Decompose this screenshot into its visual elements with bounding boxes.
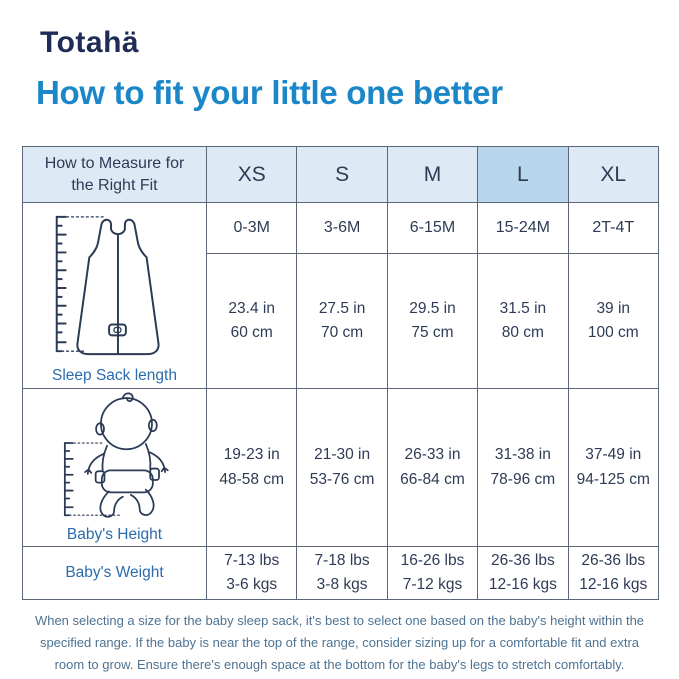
age-l-highlighted: 15-24M <box>477 202 569 254</box>
baby-weight-label: Baby's Weight <box>65 564 164 582</box>
length-m: 29.5 in 75 cm <box>386 253 479 389</box>
age-s: 3-6M <box>296 202 388 254</box>
size-chart-table: How to Measure for the Right Fit XS S M … <box>22 146 659 601</box>
baby-height-label: Baby's Height <box>66 525 163 543</box>
length-xs: 23.4 in 60 cm <box>205 253 298 389</box>
sleep-sack-length-label: Sleep Sack length <box>52 366 177 384</box>
baby-height-cell: Baby's Height <box>22 388 207 547</box>
age-m: 6-15M <box>386 202 479 254</box>
size-header-xl: XL <box>567 146 659 203</box>
weight-s: 7-18 lbs 3-8 kgs <box>296 545 388 601</box>
weight-xs: 7-13 lbs 3-6 kgs <box>205 545 298 601</box>
baby-ruler-illustration <box>63 392 169 518</box>
weight-m: 16-26 lbs 7-12 kgs <box>386 545 479 601</box>
sack-length-row: 23.4 in 60 cm 27.5 in 70 cm 29.5 in 75 c… <box>23 253 659 389</box>
length-l-highlighted: 31.5 in 80 cm <box>477 253 569 389</box>
baby-weight-row: Baby's Weight 7-13 lbs 3-6 kgs 7-18 lbs … <box>22 545 659 601</box>
height-xl: 37-49 in 94-125 cm <box>567 388 659 547</box>
height-l-highlighted: 31-38 in 78-96 cm <box>477 388 569 547</box>
table-header-row: How to Measure for the Right Fit XS S M … <box>22 146 659 203</box>
age-xl: 2T-4T <box>567 202 659 254</box>
size-header-m: M <box>386 146 479 203</box>
baby-weight-cell: Baby's Weight <box>22 545 207 601</box>
brand-logo: Totahä <box>40 26 140 59</box>
baby-height-row: Baby's Height 19-23 in 48-58 cm 21-30 in… <box>22 388 659 547</box>
age-xs: 0-3M <box>205 202 298 254</box>
weight-xl: 26-36 lbs 12-16 kgs <box>567 545 659 601</box>
size-header-xs: XS <box>205 146 298 203</box>
sizing-advice-note: When selecting a size for the baby sleep… <box>34 613 645 673</box>
height-m: 26-33 in 66-84 cm <box>386 388 479 547</box>
sleep-sack-ruler-illustration <box>55 215 160 355</box>
size-header-l-highlighted: L <box>477 146 569 203</box>
weight-l-highlighted: 26-36 lbs 12-16 kgs <box>477 545 569 601</box>
age-range-row: Sleep Sack length 0-3M 3-6M 6-15M 15-24M… <box>22 202 659 389</box>
height-s: 21-30 in 53-76 cm <box>296 388 388 547</box>
height-xs: 19-23 in 48-58 cm <box>205 388 298 547</box>
size-header-s: S <box>296 146 388 203</box>
length-xl: 39 in 100 cm <box>567 253 659 389</box>
page-title: How to fit your little one better <box>36 74 503 111</box>
length-s: 27.5 in 70 cm <box>296 253 388 389</box>
sleep-sack-length-cell: Sleep Sack length <box>22 202 207 389</box>
corner-header: How to Measure for the Right Fit <box>22 146 207 203</box>
